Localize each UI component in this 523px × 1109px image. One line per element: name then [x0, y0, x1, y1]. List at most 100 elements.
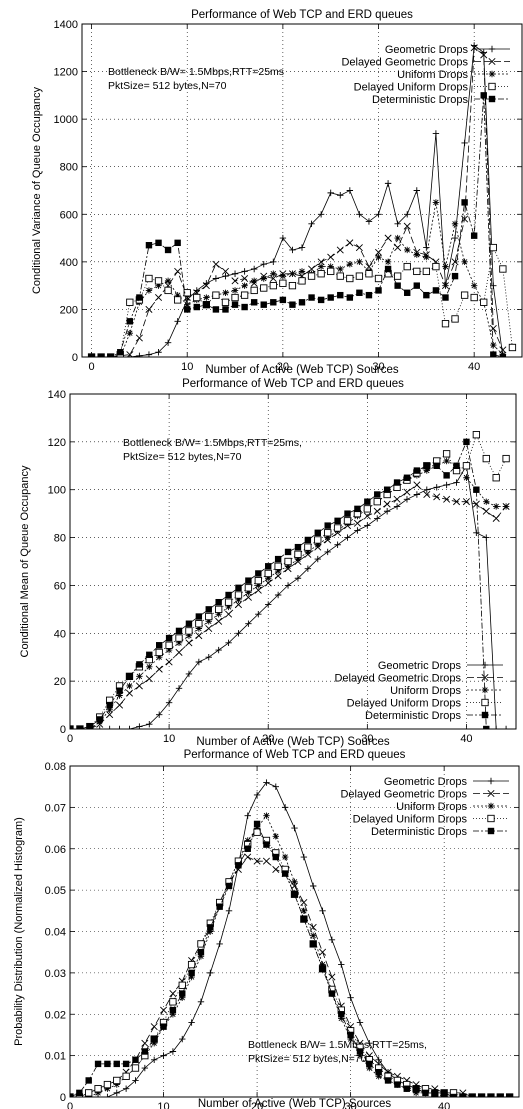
data-point — [241, 303, 248, 311]
data-point — [185, 639, 193, 647]
data-point — [443, 472, 450, 479]
data-point — [106, 701, 113, 709]
data-point — [470, 44, 478, 52]
data-point — [205, 654, 212, 661]
data-point — [156, 654, 163, 661]
data-point — [160, 1006, 168, 1014]
data-point — [470, 282, 478, 289]
data-point — [375, 253, 382, 261]
data-point — [225, 639, 232, 647]
data-point — [497, 1093, 504, 1097]
data-point — [169, 1048, 177, 1055]
data-point — [244, 845, 251, 852]
legend-label: Delayed Uniform Drops — [354, 82, 469, 94]
annotation-line: Bottleneck B/W= 1.5Mbps,RTT=25ms — [108, 66, 284, 78]
x-tick-label: 30 — [361, 733, 373, 745]
legend-label: Geometric Drops — [384, 776, 468, 788]
data-point — [442, 294, 449, 301]
annotation-line: PktSize= 512 bytes,N=70 — [248, 1053, 367, 1065]
data-point — [289, 270, 296, 277]
data-point — [451, 272, 459, 280]
data-point — [281, 853, 289, 861]
x-tick-label: 20 — [262, 733, 274, 745]
data-point — [270, 258, 277, 266]
data-point — [314, 541, 321, 548]
data-point — [263, 812, 270, 819]
legend-label: Deterministic Drops — [372, 94, 468, 106]
data-point — [356, 211, 363, 218]
data-point — [184, 301, 191, 308]
data-point — [174, 291, 181, 299]
data-point — [431, 1089, 439, 1097]
data-point — [185, 670, 193, 678]
y-tick-label: 80 — [54, 533, 66, 545]
data-point — [440, 1089, 448, 1097]
data-point — [502, 725, 510, 729]
data-point — [224, 598, 233, 606]
plot-frame — [69, 765, 520, 1098]
data-point — [328, 973, 336, 981]
data-point — [225, 603, 232, 611]
legend-label: Geometric Drops — [378, 660, 462, 672]
data-point — [284, 563, 292, 570]
data-point — [244, 584, 253, 592]
data-point — [487, 1093, 495, 1097]
legend-label: Uniform Drops — [396, 801, 467, 813]
data-point — [126, 298, 134, 306]
data-point — [346, 261, 354, 268]
data-point — [502, 503, 510, 510]
data-point — [70, 1093, 74, 1097]
data-point — [327, 267, 335, 276]
x-tick-label: 10 — [181, 361, 193, 373]
data-point — [279, 234, 287, 242]
data-point — [155, 665, 163, 673]
data-point — [175, 685, 183, 692]
data-point — [337, 192, 344, 199]
data-point — [136, 661, 143, 668]
data-point — [373, 498, 381, 506]
legend-marker — [488, 45, 496, 53]
data-point — [506, 1093, 513, 1097]
x-tick-label: 20 — [251, 1101, 263, 1109]
data-point — [310, 932, 317, 939]
data-point — [461, 258, 468, 266]
annotation-line: Bottleneck B/W= 1.5Mbps,RTT=25ms, — [248, 1039, 427, 1051]
chart-title: Performance of Web TCP and ERD queues — [184, 749, 406, 761]
data-point — [175, 627, 183, 635]
data-point — [413, 282, 420, 289]
data-point — [298, 268, 306, 275]
data-point — [384, 180, 392, 187]
data-point — [364, 498, 371, 505]
data-point — [413, 187, 420, 194]
data-point — [197, 948, 205, 956]
data-point — [205, 624, 213, 633]
data-point — [146, 663, 153, 670]
data-point — [113, 1089, 120, 1097]
legend-label: Delayed Uniform Drops — [347, 698, 462, 710]
legend-marker — [488, 82, 496, 91]
plot-frame — [69, 393, 517, 730]
data-point — [225, 591, 232, 599]
data-point — [253, 828, 261, 836]
data-point — [394, 220, 401, 227]
data-point — [442, 263, 449, 270]
data-point — [169, 990, 177, 998]
data-point — [260, 301, 267, 308]
chart-title: Performance of Web TCP and ERD queues — [191, 9, 413, 21]
data-point — [482, 507, 490, 515]
chart-title: Performance of Web TCP and ERD queues — [182, 378, 404, 390]
data-point — [106, 706, 113, 714]
data-point — [336, 246, 344, 254]
data-point — [155, 648, 163, 657]
data-point — [86, 723, 94, 729]
data-point — [146, 651, 153, 659]
data-point — [175, 639, 183, 647]
data-point — [145, 675, 153, 683]
chart-2: Performance of Web TCP and ERD queues 0 20… — [19, 378, 517, 748]
data-point — [483, 534, 490, 541]
data-point — [327, 253, 335, 261]
data-point — [155, 294, 163, 302]
data-point — [231, 287, 239, 294]
